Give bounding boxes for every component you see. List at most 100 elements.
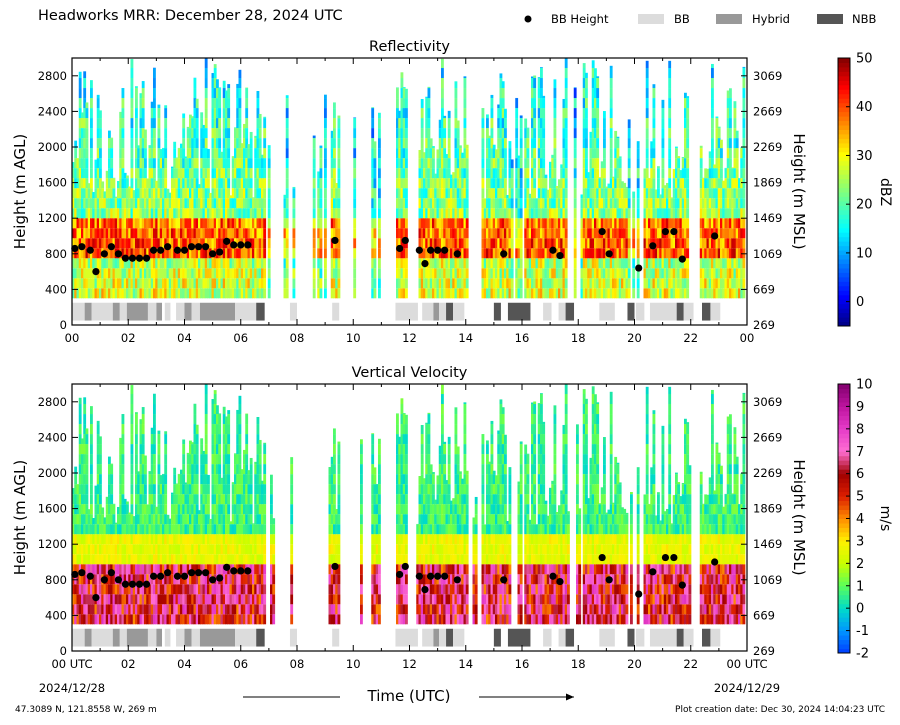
heatmap-cell bbox=[119, 594, 123, 605]
heatmap-cell bbox=[137, 288, 141, 299]
heatmap-cell bbox=[598, 278, 602, 289]
heatmap-cell bbox=[231, 168, 235, 179]
heatmap-cell bbox=[742, 228, 746, 239]
heatmap-cell bbox=[627, 268, 631, 279]
heatmap-cell bbox=[121, 158, 125, 169]
heatmap-cell bbox=[490, 118, 494, 129]
heatmap-cell bbox=[330, 130, 334, 139]
heatmap-cell bbox=[72, 248, 75, 259]
heatmap-cell bbox=[220, 218, 224, 229]
heatmap-cell bbox=[405, 278, 408, 289]
colorbar-segment bbox=[838, 317, 850, 323]
heatmap-cell bbox=[436, 188, 440, 199]
heatmap-cell bbox=[603, 278, 606, 289]
heatmap-cell bbox=[74, 504, 78, 515]
heatmap-cell bbox=[483, 228, 487, 239]
heatmap-cell bbox=[573, 278, 577, 289]
heatmap-cell bbox=[312, 218, 316, 229]
heatmap-cell bbox=[105, 544, 109, 555]
heatmap-cell bbox=[114, 524, 118, 535]
heatmap-cell bbox=[216, 268, 219, 279]
heatmap-cell bbox=[594, 238, 597, 249]
heatmap-cell bbox=[150, 524, 154, 535]
heatmap-cell bbox=[659, 278, 663, 289]
heatmap-cell bbox=[657, 218, 660, 229]
heatmap-cell bbox=[443, 115, 447, 119]
colorbar-segment bbox=[838, 218, 850, 224]
heatmap-cell bbox=[508, 238, 512, 249]
heatmap-cell bbox=[184, 228, 188, 239]
heatmap-cell bbox=[132, 198, 136, 209]
heatmap-cell bbox=[551, 218, 555, 229]
heatmap-cell bbox=[213, 98, 217, 109]
heatmap-cell bbox=[636, 248, 640, 259]
heatmap-cell bbox=[544, 258, 548, 269]
heatmap-cell bbox=[519, 138, 523, 149]
heatmap-cell bbox=[551, 238, 555, 249]
heatmap-cell bbox=[398, 198, 402, 209]
heatmap-cell bbox=[463, 228, 467, 239]
heatmap-cell bbox=[180, 604, 183, 615]
x-tick-label: 22 bbox=[683, 331, 698, 345]
heatmap-cell bbox=[99, 128, 102, 139]
heatmap-cell bbox=[501, 288, 505, 299]
heatmap-cell bbox=[609, 278, 613, 289]
bb-type-segment bbox=[112, 302, 120, 321]
heatmap-cell bbox=[236, 168, 240, 179]
heatmap-cell bbox=[607, 268, 611, 279]
heatmap-cell bbox=[735, 178, 739, 189]
heatmap-cell bbox=[254, 278, 258, 289]
heatmap-cell bbox=[585, 98, 588, 109]
heatmap-cell bbox=[285, 188, 289, 199]
heatmap-cell bbox=[110, 574, 114, 585]
heatmap-cell bbox=[146, 238, 150, 249]
heatmap-cell bbox=[198, 248, 201, 259]
heatmap-cell bbox=[180, 574, 183, 585]
heatmap-cell bbox=[427, 118, 431, 129]
heatmap-cell bbox=[123, 498, 127, 505]
heatmap-cell bbox=[708, 151, 712, 159]
heatmap-cell bbox=[135, 248, 138, 259]
heatmap-cell bbox=[733, 128, 737, 139]
heatmap-cell bbox=[729, 128, 732, 139]
heatmap-cell bbox=[222, 218, 226, 229]
heatmap-cell bbox=[733, 148, 737, 159]
heatmap-cell bbox=[222, 128, 226, 139]
heatmap-cell bbox=[150, 228, 154, 239]
heatmap-cell bbox=[504, 198, 507, 209]
heatmap-cell bbox=[164, 105, 168, 109]
heatmap-cell bbox=[94, 534, 98, 545]
heatmap-cell bbox=[654, 258, 658, 269]
heatmap-cell bbox=[94, 178, 98, 189]
heatmap-cell bbox=[186, 158, 190, 169]
heatmap-cell bbox=[715, 128, 719, 139]
heatmap-cell bbox=[515, 98, 519, 109]
heatmap-cell bbox=[263, 218, 267, 229]
heatmap-cell bbox=[162, 534, 165, 545]
location-label: 47.3089 N, 121.8558 W, 269 m bbox=[15, 705, 157, 715]
heatmap-cell bbox=[679, 278, 683, 289]
heatmap-cell bbox=[499, 148, 503, 159]
heatmap-cell bbox=[150, 188, 154, 199]
heatmap-cell bbox=[594, 138, 597, 149]
heatmap-cell bbox=[144, 524, 147, 535]
heatmap-cell bbox=[81, 218, 84, 229]
heatmap-cell bbox=[105, 228, 109, 239]
heatmap-cell bbox=[94, 218, 98, 229]
heatmap-cell bbox=[85, 228, 89, 239]
heatmap-cell bbox=[85, 238, 89, 249]
heatmap-cell bbox=[243, 123, 246, 129]
heatmap-cell bbox=[659, 268, 663, 279]
heatmap-cell bbox=[400, 278, 404, 289]
heatmap-cell bbox=[432, 146, 435, 149]
heatmap-cell bbox=[616, 278, 620, 289]
heatmap-cell bbox=[227, 248, 231, 259]
heatmap-cell bbox=[141, 81, 145, 89]
heatmap-cell bbox=[114, 584, 118, 595]
heatmap-cell bbox=[425, 98, 429, 109]
heatmap-cell bbox=[227, 128, 231, 139]
heatmap-cell bbox=[211, 278, 215, 289]
heatmap-cell bbox=[585, 178, 588, 189]
heatmap-cell bbox=[74, 288, 78, 299]
heatmap-cell bbox=[668, 198, 672, 209]
